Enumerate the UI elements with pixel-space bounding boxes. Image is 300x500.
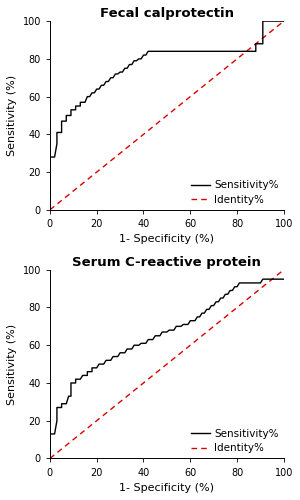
- Y-axis label: Sensitivity (%): Sensitivity (%): [7, 75, 17, 156]
- Title: Serum C-reactive protein: Serum C-reactive protein: [72, 256, 261, 268]
- Title: Fecal calprotectin: Fecal calprotectin: [100, 7, 234, 20]
- X-axis label: 1- Specificity (%): 1- Specificity (%): [119, 483, 214, 493]
- Y-axis label: Sensitivity (%): Sensitivity (%): [7, 324, 17, 404]
- X-axis label: 1- Specificity (%): 1- Specificity (%): [119, 234, 214, 244]
- Legend: Sensitivity%, Identity%: Sensitivity%, Identity%: [191, 429, 279, 454]
- Legend: Sensitivity%, Identity%: Sensitivity%, Identity%: [191, 180, 279, 204]
